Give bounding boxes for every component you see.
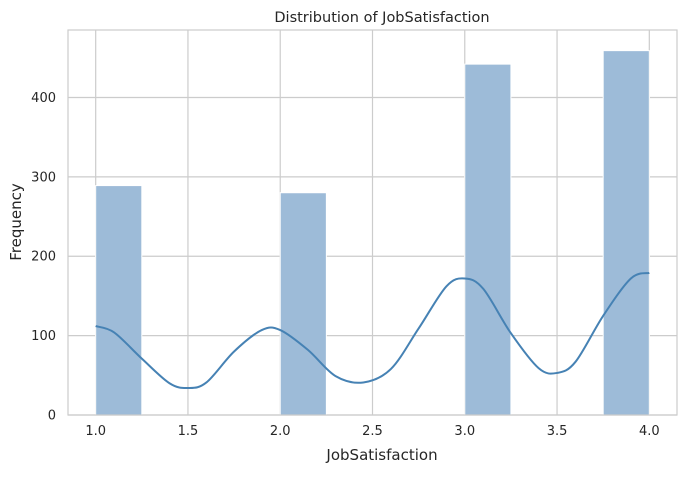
bars-layer xyxy=(95,50,650,416)
histogram-bar xyxy=(464,63,512,416)
x-tick-label: 2.5 xyxy=(362,424,383,439)
plot-frame xyxy=(67,29,678,416)
ticks-layer: 1.0 1.5 2.0 2.5 3.0 3.5 4.0 0 100 200 300 400 xyxy=(31,91,659,439)
y-tick-label: 300 xyxy=(31,170,56,185)
x-axis-label: JobSatisfaction xyxy=(325,446,437,464)
histogram-bar xyxy=(602,50,650,416)
x-tick-label: 1.0 xyxy=(85,424,106,439)
y-tick-label: 200 xyxy=(31,250,56,265)
x-tick-label: 3.0 xyxy=(454,424,475,439)
x-tick-label: 1.5 xyxy=(178,424,199,439)
y-tick-label: 100 xyxy=(31,329,56,344)
kde-line xyxy=(95,271,650,390)
y-tick-label: 0 xyxy=(48,409,56,424)
histogram-bar xyxy=(279,192,327,416)
grid-layer xyxy=(68,30,677,416)
spines-layer xyxy=(67,29,678,416)
kde-layer xyxy=(95,271,650,390)
x-tick-label: 4.0 xyxy=(639,424,660,439)
y-tick-label: 400 xyxy=(31,91,56,106)
x-tick-label: 3.5 xyxy=(547,424,568,439)
chart-title: Distribution of JobSatisfaction xyxy=(274,10,489,26)
y-axis-label: Frequency xyxy=(7,183,25,261)
histogram-bar xyxy=(95,185,143,416)
x-tick-label: 2.0 xyxy=(270,424,291,439)
